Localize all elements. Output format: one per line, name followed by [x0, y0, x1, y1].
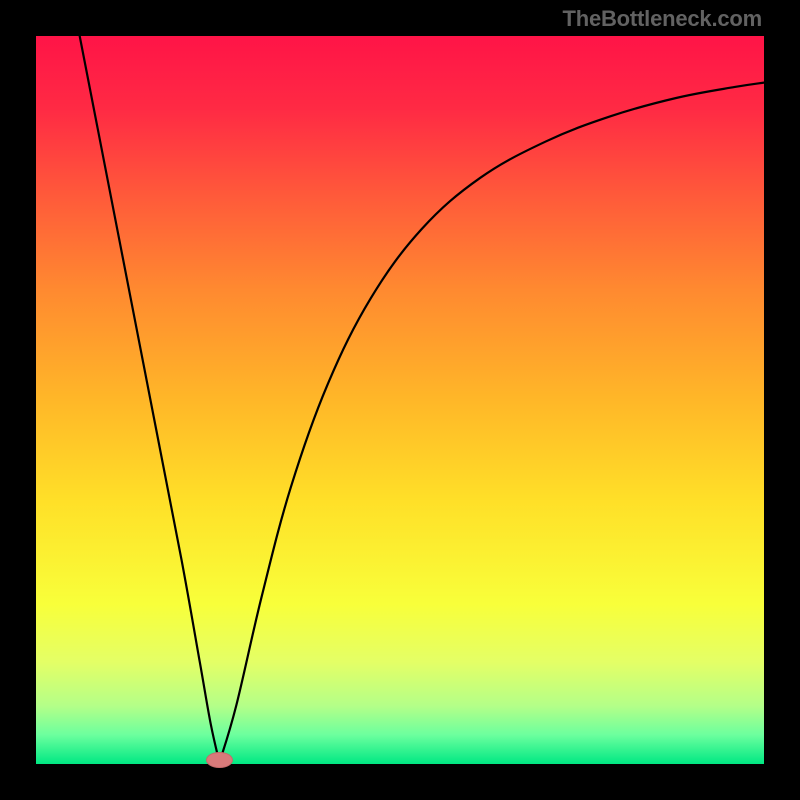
chart-frame: TheBottleneck.com: [0, 0, 800, 800]
plot-area: [36, 36, 764, 764]
minimum-marker: [206, 752, 232, 768]
bottleneck-curve: [36, 36, 764, 764]
attribution-text: TheBottleneck.com: [562, 6, 762, 32]
